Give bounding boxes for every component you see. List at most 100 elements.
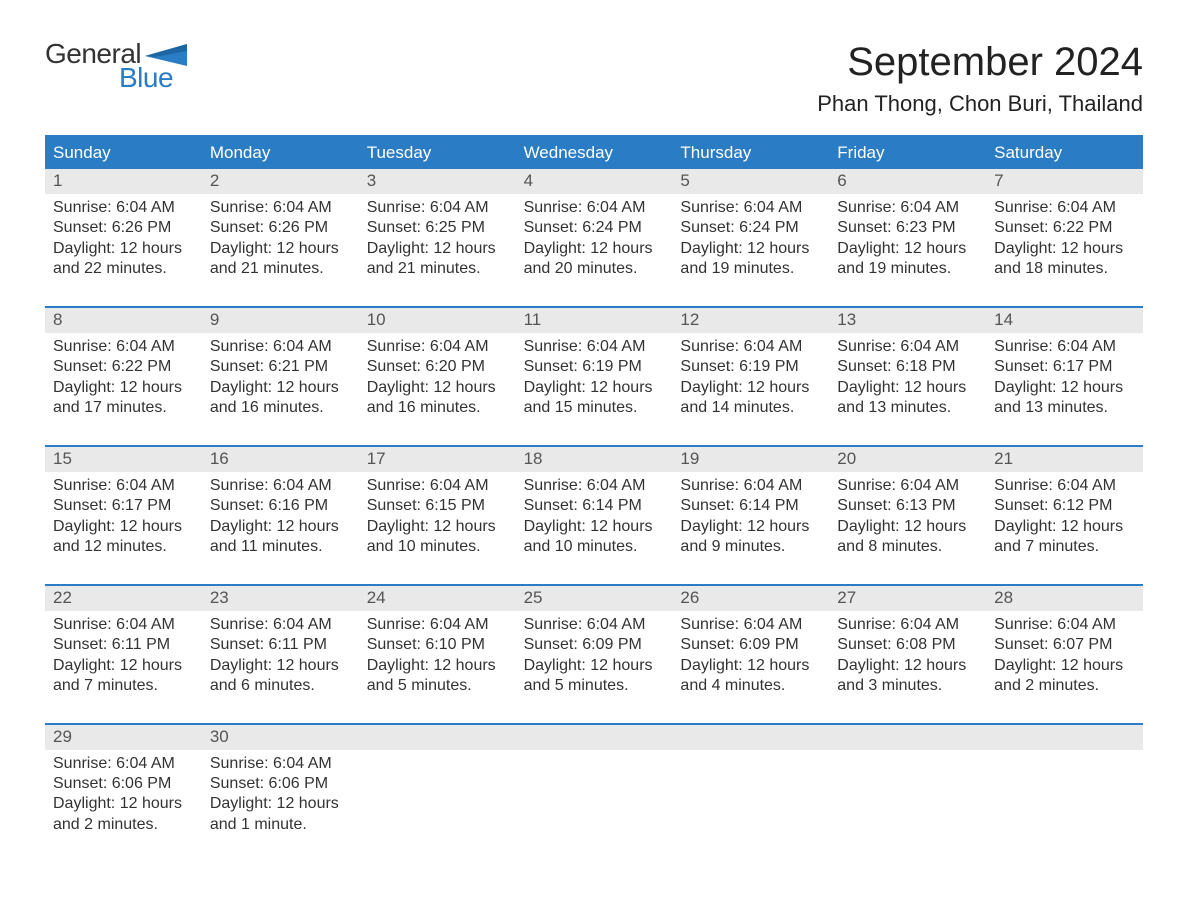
day-sunrise: Sunrise: 6:04 AM	[53, 476, 194, 496]
day-d1: Daylight: 12 hours	[680, 378, 821, 398]
day-sunset: Sunset: 6:26 PM	[53, 218, 194, 238]
day-sunset: Sunset: 6:06 PM	[210, 774, 351, 794]
day-d2: and 19 minutes.	[680, 259, 821, 279]
day-sunset: Sunset: 6:26 PM	[210, 218, 351, 238]
day-sunset: Sunset: 6:19 PM	[680, 357, 821, 377]
day-number	[986, 725, 1143, 750]
day-sunset: Sunset: 6:15 PM	[367, 496, 508, 516]
day-number	[672, 725, 829, 750]
day-sunset: Sunset: 6:09 PM	[524, 635, 665, 655]
day-cell: Sunrise: 6:04 AMSunset: 6:24 PMDaylight:…	[516, 194, 673, 288]
day-sunset: Sunset: 6:07 PM	[994, 635, 1135, 655]
day-cell: Sunrise: 6:04 AMSunset: 6:14 PMDaylight:…	[672, 472, 829, 566]
day-number: 18	[516, 447, 673, 472]
day-sunset: Sunset: 6:25 PM	[367, 218, 508, 238]
brand-line2: Blue	[119, 64, 187, 92]
week-row: 2930Sunrise: 6:04 AMSunset: 6:06 PMDayli…	[45, 723, 1143, 844]
day-cell	[829, 750, 986, 844]
day-cell	[672, 750, 829, 844]
day-number: 17	[359, 447, 516, 472]
day-sunrise: Sunrise: 6:04 AM	[680, 198, 821, 218]
week-row: 22232425262728Sunrise: 6:04 AMSunset: 6:…	[45, 584, 1143, 705]
day-number: 14	[986, 308, 1143, 333]
day-d2: and 7 minutes.	[53, 676, 194, 696]
day-number: 6	[829, 169, 986, 194]
daynum-row: 1234567	[45, 169, 1143, 194]
day-sunset: Sunset: 6:22 PM	[53, 357, 194, 377]
day-cell: Sunrise: 6:04 AMSunset: 6:17 PMDaylight:…	[986, 333, 1143, 427]
calendar: Sunday Monday Tuesday Wednesday Thursday…	[45, 135, 1143, 843]
day-d2: and 21 minutes.	[367, 259, 508, 279]
day-d1: Daylight: 12 hours	[837, 239, 978, 259]
day-cell: Sunrise: 6:04 AMSunset: 6:11 PMDaylight:…	[202, 611, 359, 705]
week-row: 15161718192021Sunrise: 6:04 AMSunset: 6:…	[45, 445, 1143, 566]
day-d1: Daylight: 12 hours	[524, 517, 665, 537]
day-sunset: Sunset: 6:18 PM	[837, 357, 978, 377]
day-d2: and 22 minutes.	[53, 259, 194, 279]
day-d1: Daylight: 12 hours	[994, 378, 1135, 398]
day-d1: Daylight: 12 hours	[367, 239, 508, 259]
day-cell	[986, 750, 1143, 844]
day-d2: and 1 minute.	[210, 815, 351, 835]
day-d1: Daylight: 12 hours	[680, 656, 821, 676]
day-d2: and 5 minutes.	[524, 676, 665, 696]
day-sunset: Sunset: 6:20 PM	[367, 357, 508, 377]
day-sunrise: Sunrise: 6:04 AM	[994, 337, 1135, 357]
day-sunrise: Sunrise: 6:04 AM	[837, 476, 978, 496]
day-sunset: Sunset: 6:14 PM	[524, 496, 665, 516]
dow-thu: Thursday	[672, 137, 829, 169]
day-sunset: Sunset: 6:23 PM	[837, 218, 978, 238]
day-d1: Daylight: 12 hours	[994, 239, 1135, 259]
day-sunset: Sunset: 6:10 PM	[367, 635, 508, 655]
day-sunrise: Sunrise: 6:04 AM	[680, 476, 821, 496]
day-cell: Sunrise: 6:04 AMSunset: 6:25 PMDaylight:…	[359, 194, 516, 288]
day-sunrise: Sunrise: 6:04 AM	[680, 615, 821, 635]
day-cell: Sunrise: 6:04 AMSunset: 6:24 PMDaylight:…	[672, 194, 829, 288]
day-cell: Sunrise: 6:04 AMSunset: 6:16 PMDaylight:…	[202, 472, 359, 566]
day-number: 19	[672, 447, 829, 472]
day-cell: Sunrise: 6:04 AMSunset: 6:14 PMDaylight:…	[516, 472, 673, 566]
dow-tue: Tuesday	[359, 137, 516, 169]
day-d2: and 11 minutes.	[210, 537, 351, 557]
day-number: 11	[516, 308, 673, 333]
day-d1: Daylight: 12 hours	[210, 378, 351, 398]
day-sunrise: Sunrise: 6:04 AM	[210, 615, 351, 635]
day-d1: Daylight: 12 hours	[680, 517, 821, 537]
day-of-week-header: Sunday Monday Tuesday Wednesday Thursday…	[45, 135, 1143, 169]
day-number: 10	[359, 308, 516, 333]
day-number: 26	[672, 586, 829, 611]
day-cell: Sunrise: 6:04 AMSunset: 6:13 PMDaylight:…	[829, 472, 986, 566]
day-cell: Sunrise: 6:04 AMSunset: 6:06 PMDaylight:…	[45, 750, 202, 844]
day-cell: Sunrise: 6:04 AMSunset: 6:15 PMDaylight:…	[359, 472, 516, 566]
day-d2: and 13 minutes.	[837, 398, 978, 418]
day-sunrise: Sunrise: 6:04 AM	[837, 198, 978, 218]
daynum-row: 2930	[45, 725, 1143, 750]
day-sunrise: Sunrise: 6:04 AM	[367, 615, 508, 635]
day-cell: Sunrise: 6:04 AMSunset: 6:06 PMDaylight:…	[202, 750, 359, 844]
day-d2: and 16 minutes.	[210, 398, 351, 418]
day-d1: Daylight: 12 hours	[210, 239, 351, 259]
day-cell: Sunrise: 6:04 AMSunset: 6:09 PMDaylight:…	[516, 611, 673, 705]
day-cell: Sunrise: 6:04 AMSunset: 6:10 PMDaylight:…	[359, 611, 516, 705]
day-number: 27	[829, 586, 986, 611]
day-cell: Sunrise: 6:04 AMSunset: 6:21 PMDaylight:…	[202, 333, 359, 427]
week-row: 1234567Sunrise: 6:04 AMSunset: 6:26 PMDa…	[45, 169, 1143, 288]
day-number: 24	[359, 586, 516, 611]
day-sunrise: Sunrise: 6:04 AM	[837, 615, 978, 635]
day-number: 2	[202, 169, 359, 194]
day-number: 4	[516, 169, 673, 194]
day-cell: Sunrise: 6:04 AMSunset: 6:07 PMDaylight:…	[986, 611, 1143, 705]
day-number: 15	[45, 447, 202, 472]
day-sunrise: Sunrise: 6:04 AM	[210, 476, 351, 496]
day-sunrise: Sunrise: 6:04 AM	[680, 337, 821, 357]
day-sunrise: Sunrise: 6:04 AM	[53, 337, 194, 357]
day-sunrise: Sunrise: 6:04 AM	[994, 615, 1135, 635]
day-number: 5	[672, 169, 829, 194]
day-number: 30	[202, 725, 359, 750]
day-sunset: Sunset: 6:17 PM	[994, 357, 1135, 377]
day-cell: Sunrise: 6:04 AMSunset: 6:18 PMDaylight:…	[829, 333, 986, 427]
day-d1: Daylight: 12 hours	[994, 517, 1135, 537]
day-sunset: Sunset: 6:24 PM	[524, 218, 665, 238]
day-cell: Sunrise: 6:04 AMSunset: 6:20 PMDaylight:…	[359, 333, 516, 427]
dow-fri: Friday	[829, 137, 986, 169]
